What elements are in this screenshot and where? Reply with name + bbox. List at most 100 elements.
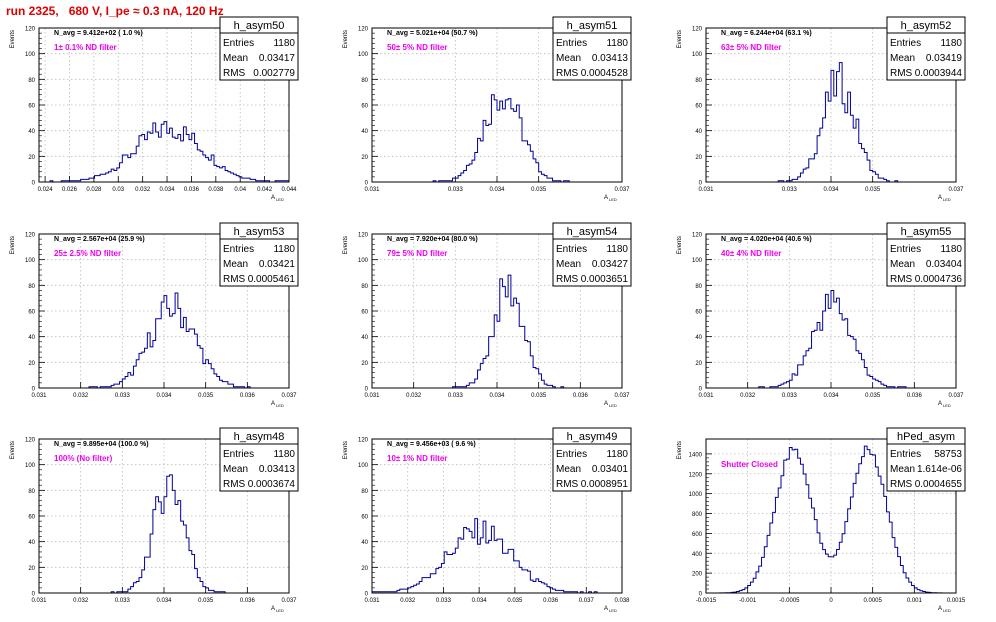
- plot-h_asym48-stats-value: 1180: [273, 449, 295, 460]
- plot-h_asym49-xtick-label: 0.034: [472, 598, 488, 604]
- plot-h_asym51-ytick-label: 120: [358, 27, 369, 33]
- plot-h_asym49-stats-label: Mean: [556, 464, 581, 475]
- plot-hPed_asym-xtick-label: -0.0005: [779, 598, 800, 604]
- plot-h_asym50-xtick-label: 0.028: [86, 187, 102, 193]
- plot-h_asym53-xtick-label: 0.035: [198, 393, 214, 399]
- plot-h_asym55-xtick-label: 0.031: [698, 393, 714, 399]
- plot-h_asym52-ytick-label: 120: [692, 27, 703, 33]
- plot-h_asym53-xtick-label: 0.031: [31, 393, 47, 399]
- plot-h_asym49-xtick-label: 0.033: [436, 598, 452, 604]
- plot-h_asym51-ytick-label: 40: [361, 129, 368, 135]
- plot-h_asym50-ylabel: Events: [10, 30, 16, 48]
- plot-h_asym55-stats-label: Entries: [890, 244, 921, 255]
- plot-h_asym52-xlabel: A: [938, 195, 942, 201]
- plot-h_asym53-xlabel: A: [271, 401, 275, 407]
- plot-h_asym48-stats-box: [219, 427, 299, 492]
- plot-h_asym53-xtick-label: 0.034: [156, 393, 172, 399]
- plot-h_asym55-xtick-label: 0.035: [865, 393, 881, 399]
- plot-h_asym54-xtick-label: 0.034: [489, 393, 505, 399]
- plot-h_asym50-filter-label: 1± 0.1% ND filter: [54, 43, 117, 52]
- plot-h_asym50-xtick-label: 0.026: [62, 187, 78, 193]
- plot-h_asym48-ytick-label: 80: [28, 489, 35, 495]
- plot-h_asym52-ytick-label: 100: [692, 52, 703, 58]
- plot-h_asym54-stats-value: 1180: [606, 244, 628, 255]
- plot-h_asym48-ytick-label: 0: [32, 592, 36, 598]
- plot-h_asym50-stats-value: 0.002779: [253, 68, 295, 79]
- plot-h_asym55-ytick-label: 80: [695, 284, 702, 290]
- plot-h_asym55-ytick-label: 100: [692, 258, 703, 264]
- plot-h_asym53-ytick-label: 100: [25, 258, 36, 264]
- plot-h_asym55-ytick-label: 20: [695, 361, 702, 367]
- plot-h_asym48-xlabel: A: [271, 606, 275, 612]
- plot-h_asym50-stats-title: h_asym50: [234, 20, 285, 32]
- plot-h_asym49-stats-value: 1180: [606, 449, 628, 460]
- run-title: run 2325, 680 V, I_pe ≈ 0.3 nA, 120 Hz: [6, 4, 224, 18]
- plot-h_asym48-stats-value: 0.0003674: [248, 479, 296, 490]
- plot-h_asym51-xtick-label: 0.034: [489, 187, 505, 193]
- plot-h_asym50-xtick-label: 0.038: [208, 187, 224, 193]
- plot-h_asym55-xlabel-sub: LED: [943, 403, 951, 408]
- plot-h_asym49-xtick-label: 0.036: [543, 598, 559, 604]
- plot-hPed_asym-ytick-label: 600: [692, 532, 703, 538]
- plot-h_asym52-stats-label: Mean: [890, 53, 915, 64]
- plot-h_asym55-ytick-label: 0: [699, 387, 703, 393]
- plot-h_asym48-ytick-label: 60: [28, 515, 35, 521]
- plot-h_asym54-xtick-label: 0.035: [531, 393, 547, 399]
- plot-h_asym54-xtick-label: 0.036: [573, 393, 589, 399]
- plot-h_asym54-stats-box: [552, 222, 632, 287]
- plot-h_asym53-xlabel-sub: LED: [276, 403, 284, 408]
- plot-h_asym48-stats-value: 0.03413: [259, 464, 296, 475]
- plot-h_asym51-stats-box: [552, 16, 632, 81]
- plot-h_asym50-ytick-label: 20: [28, 155, 35, 161]
- plot-hPed_asym-stats-value: 58753: [934, 449, 962, 460]
- plot-h_asym53-xtick-label: 0.033: [115, 393, 131, 399]
- plot-h_asym49-stats-label: RMS: [556, 479, 579, 490]
- plot-h_asym55-xtick-label: 0.032: [740, 393, 756, 399]
- plot-h_asym49-stats-label: Entries: [556, 449, 587, 460]
- plot-h_asym54-ytick-label: 100: [358, 258, 369, 264]
- plot-h_asym52-ytick-label: 80: [695, 78, 702, 84]
- plot-h_asym53-stats-title: h_asym53: [234, 226, 285, 238]
- plot-h_asym52-ytick-label: 40: [695, 129, 702, 135]
- plot-h_asym54-stats-label: Entries: [556, 244, 587, 255]
- plot-h_asym55-navg-text: N_avg = 4.020e+04 (40.6 %): [721, 236, 812, 243]
- plot-h_asym49-xlabel: A: [604, 606, 608, 612]
- plot-h_asym55-histogram: [706, 289, 956, 389]
- plot-h_asym48-ytick-label: 100: [25, 463, 36, 469]
- plot-h_asym51-stats-value: 0.0004528: [581, 68, 629, 79]
- plot-h_asym50-stats-label: Entries: [223, 38, 254, 49]
- plot-h_asym51-navg-text: N_avg = 5.021e+04 (50.7 %): [387, 30, 478, 37]
- plot-h_asym54-xtick-label: 0.031: [364, 393, 380, 399]
- plot-h_asym49-ytick-label: 100: [358, 463, 369, 469]
- plot-h_asym55-xlabel: A: [938, 401, 942, 407]
- plot-h_asym51-stats-label: Entries: [556, 38, 587, 49]
- plot-h_asym54-xlabel: A: [604, 401, 608, 407]
- plot-h_asym51-stats-title: h_asym51: [567, 20, 618, 32]
- plot-h_asym52-xlabel-sub: LED: [943, 197, 951, 202]
- plot-h_asym53-navg-text: N_avg = 2.567e+04 (25.9 %): [54, 236, 145, 243]
- plot-h_asym55-xtick-label: 0.037: [948, 393, 964, 399]
- plot-h_asym54-stats-label: Mean: [556, 259, 581, 270]
- plot-h_asym48-xtick-label: 0.033: [115, 598, 131, 604]
- plot-h_asym48-xtick-label: 0.037: [281, 598, 297, 604]
- plot-h_asym48-ytick-label: 40: [28, 540, 35, 546]
- plot-h_asym50-xlabel: A: [271, 195, 275, 201]
- plot-h_asym53-ytick-label: 20: [28, 361, 35, 367]
- plot-h_asym52-navg-text: N_avg = 6.244e+04 (63.1 %): [721, 30, 812, 37]
- plot-h_asym54-ytick-label: 120: [358, 233, 369, 239]
- plot-hPed_asym-stats-label: Mean: [890, 464, 915, 475]
- plot-h_asym50-xtick-label: 0.036: [184, 187, 200, 193]
- plot-h_asym50-histogram: [39, 121, 290, 183]
- plot-h_asym53-xtick-label: 0.032: [73, 393, 89, 399]
- plot-h_asym48-xtick-label: 0.032: [73, 598, 89, 604]
- plot-h_asym51-ytick-label: 80: [361, 78, 368, 84]
- plot-h_asym52-stats-label: Entries: [890, 38, 921, 49]
- plot-hPed_asym-stats-value: 1.614e-06: [917, 464, 962, 475]
- plot-h_asym49-xlabel-sub: LED: [609, 608, 617, 613]
- plot-hPed_asym-ytick-label: 1200: [689, 472, 703, 478]
- plot-h_asym54-filter-label: 79± 5% ND filter: [387, 249, 447, 258]
- plot-hPed_asym-xtick-label: 0.0005: [863, 598, 882, 604]
- plot-h_asym49-ytick-label: 0: [365, 592, 369, 598]
- plot-h_asym55-xtick-label: 0.036: [907, 393, 923, 399]
- plot-h_asym52-stats-value: 0.03419: [926, 53, 963, 64]
